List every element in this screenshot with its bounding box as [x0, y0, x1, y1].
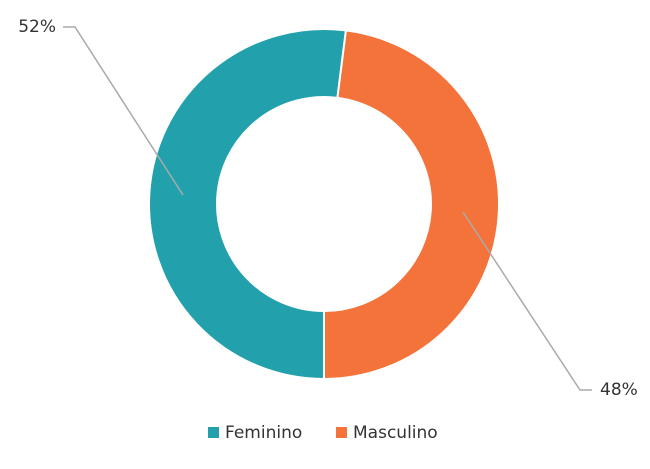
legend: Feminino Masculino [208, 423, 438, 443]
leader-line [462, 211, 592, 391]
leader-line [63, 26, 184, 196]
slice [148, 28, 348, 381]
legend-swatch [336, 427, 347, 438]
data-label: 52% [18, 17, 56, 37]
legend-swatch [208, 427, 219, 438]
slices [148, 28, 500, 381]
slice [323, 29, 500, 381]
legend-label: Feminino [225, 423, 302, 443]
legend-label: Masculino [353, 423, 438, 443]
data-label: 48% [600, 380, 638, 400]
